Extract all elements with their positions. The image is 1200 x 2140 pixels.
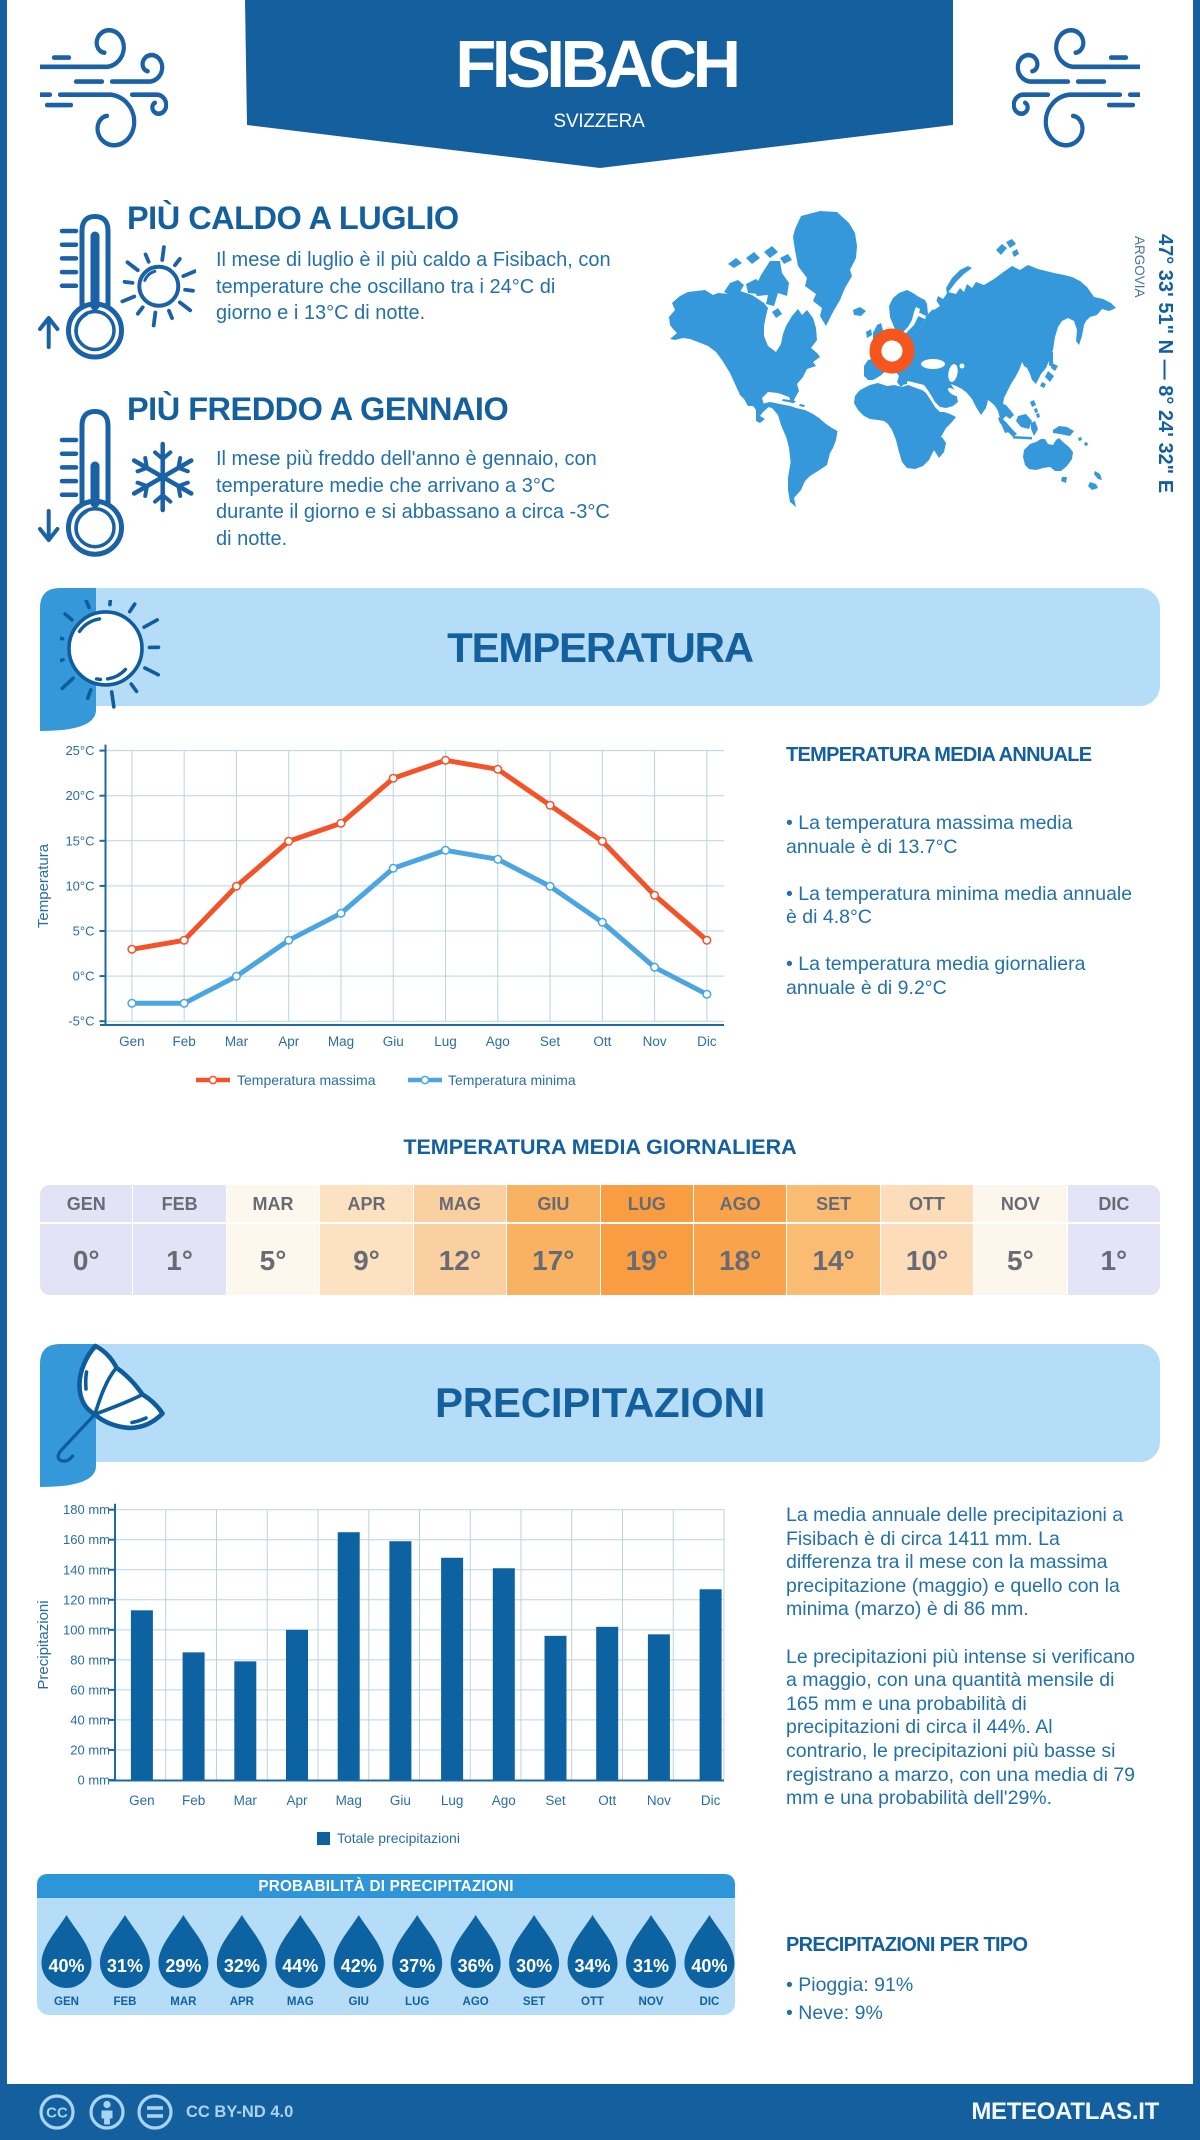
- svg-text:Totale precipitazioni: Totale precipitazioni: [337, 1830, 460, 1846]
- svg-text:32%: 32%: [224, 1956, 260, 1976]
- svg-text:Ott: Ott: [598, 1793, 616, 1808]
- svg-text:Apr: Apr: [286, 1793, 308, 1808]
- svg-text:29%: 29%: [165, 1956, 201, 1976]
- svg-text:CC: CC: [46, 2105, 68, 2122]
- svg-text:FEB: FEB: [113, 1996, 136, 2008]
- svg-text:Dic: Dic: [701, 1793, 721, 1808]
- svg-text:37%: 37%: [399, 1956, 435, 1976]
- svg-text:Feb: Feb: [182, 1793, 205, 1808]
- svg-text:44%: 44%: [282, 1956, 318, 1976]
- svg-text:Giu: Giu: [390, 1793, 411, 1808]
- svg-text:NOV: NOV: [639, 1996, 664, 2008]
- svg-text:Gen: Gen: [119, 1034, 145, 1049]
- svg-text:Ago: Ago: [486, 1034, 510, 1049]
- svg-text:Lug: Lug: [434, 1034, 457, 1049]
- svg-text:Dic: Dic: [697, 1034, 717, 1049]
- svg-text:OTT: OTT: [581, 1996, 604, 2008]
- svg-text:10°C: 10°C: [65, 878, 94, 893]
- svg-text:160 mm: 160 mm: [63, 1532, 110, 1547]
- svg-text:25°C: 25°C: [65, 743, 94, 758]
- svg-text:40 mm: 40 mm: [70, 1712, 110, 1727]
- svg-text:GEN: GEN: [54, 1996, 79, 2008]
- svg-text:Temperatura massima: Temperatura massima: [237, 1072, 376, 1088]
- svg-text:31%: 31%: [107, 1956, 143, 1976]
- svg-text:GIU: GIU: [349, 1996, 369, 2008]
- svg-text:Temperatura minima: Temperatura minima: [448, 1072, 576, 1088]
- svg-text:-5°C: -5°C: [68, 1014, 94, 1029]
- svg-text:Lug: Lug: [441, 1793, 464, 1808]
- svg-text:Ott: Ott: [593, 1034, 611, 1049]
- svg-text:31%: 31%: [633, 1956, 669, 1976]
- svg-text:LUG: LUG: [405, 1996, 429, 2008]
- svg-text:120 mm: 120 mm: [63, 1592, 110, 1607]
- svg-text:Nov: Nov: [643, 1034, 667, 1049]
- svg-text:Mag: Mag: [336, 1793, 362, 1808]
- svg-text:Apr: Apr: [278, 1034, 300, 1049]
- svg-text:5°C: 5°C: [73, 924, 95, 939]
- svg-text:140 mm: 140 mm: [63, 1562, 110, 1577]
- svg-text:Gen: Gen: [129, 1793, 155, 1808]
- svg-text:40%: 40%: [691, 1956, 727, 1976]
- svg-text:DIC: DIC: [700, 1996, 720, 2008]
- svg-text:60 mm: 60 mm: [70, 1682, 110, 1697]
- svg-text:100 mm: 100 mm: [63, 1622, 110, 1637]
- svg-text:Ago: Ago: [492, 1793, 516, 1808]
- svg-text:180 mm: 180 mm: [63, 1502, 110, 1517]
- svg-text:42%: 42%: [341, 1956, 377, 1976]
- svg-text:Set: Set: [545, 1793, 566, 1808]
- svg-text:Mar: Mar: [225, 1034, 249, 1049]
- svg-text:40%: 40%: [48, 1956, 84, 1976]
- svg-text:15°C: 15°C: [65, 833, 94, 848]
- svg-text:0 mm: 0 mm: [78, 1772, 111, 1787]
- svg-text:20°C: 20°C: [65, 788, 94, 803]
- svg-text:36%: 36%: [458, 1956, 494, 1976]
- svg-text:Giu: Giu: [383, 1034, 404, 1049]
- svg-text:AGO: AGO: [463, 1996, 489, 2008]
- svg-text:Nov: Nov: [647, 1793, 671, 1808]
- svg-text:80 mm: 80 mm: [70, 1652, 110, 1667]
- svg-text:0°C: 0°C: [73, 969, 95, 984]
- svg-text:34%: 34%: [575, 1956, 611, 1976]
- svg-text:Mar: Mar: [234, 1793, 258, 1808]
- svg-text:30%: 30%: [516, 1956, 552, 1976]
- svg-text:Precipitazioni: Precipitazioni: [35, 1600, 52, 1689]
- svg-text:Temperatura: Temperatura: [35, 843, 52, 928]
- svg-text:Mag: Mag: [328, 1034, 354, 1049]
- svg-text:Set: Set: [540, 1034, 561, 1049]
- svg-text:APR: APR: [230, 1996, 255, 2008]
- svg-text:MAR: MAR: [170, 1996, 197, 2008]
- svg-text:MAG: MAG: [287, 1996, 314, 2008]
- svg-text:SET: SET: [523, 1996, 545, 2008]
- svg-text:Feb: Feb: [173, 1034, 196, 1049]
- svg-text:20 mm: 20 mm: [70, 1742, 110, 1757]
